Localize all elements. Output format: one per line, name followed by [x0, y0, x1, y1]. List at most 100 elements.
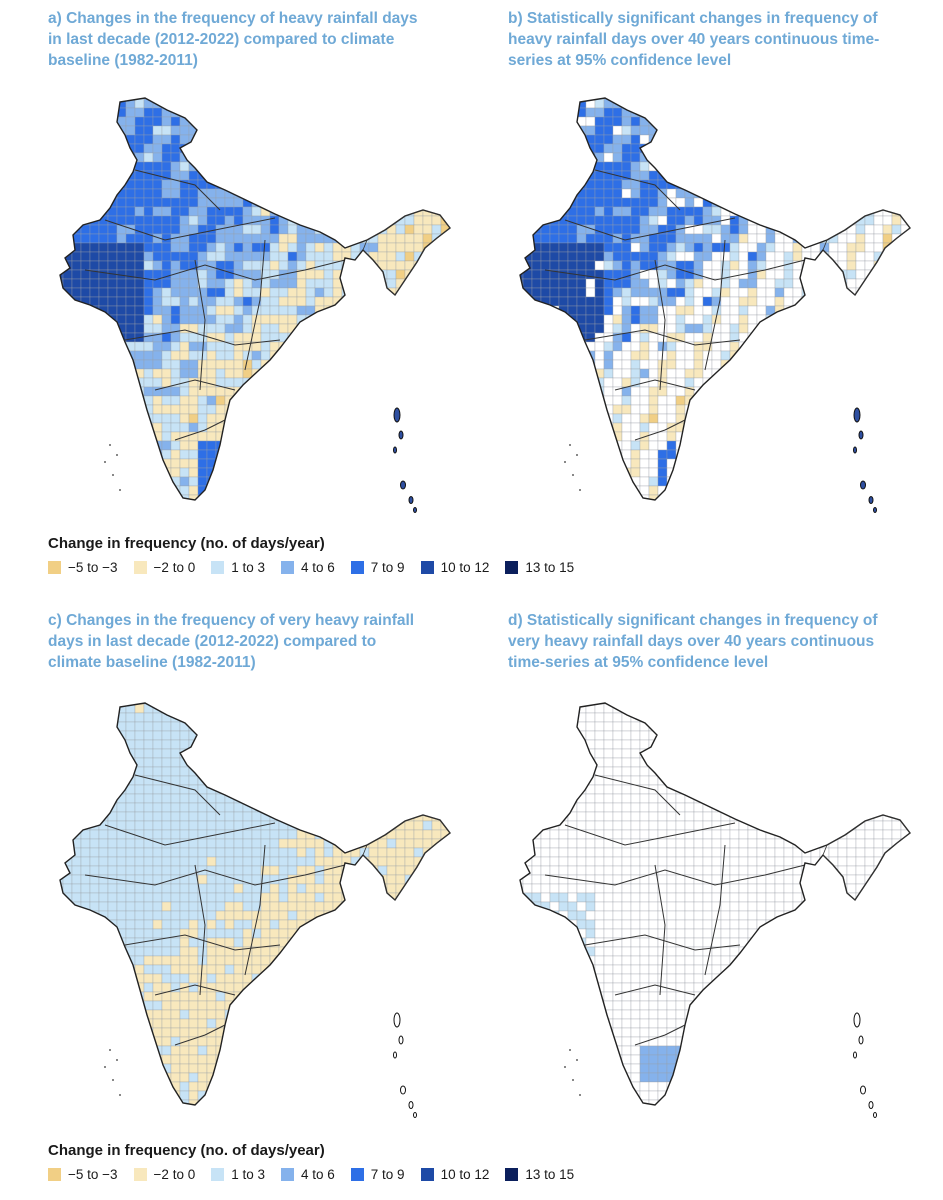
- district-cell: [60, 206, 64, 217]
- district-cell: [278, 413, 289, 424]
- district-cell: [242, 134, 253, 145]
- district-cell: [505, 252, 514, 261]
- district-cell: [459, 351, 465, 360]
- district-cell: [350, 757, 361, 768]
- district-cell: [179, 98, 190, 100]
- district-cell: [666, 161, 677, 172]
- district-cell: [351, 504, 360, 513]
- district-cell: [233, 98, 244, 100]
- district-cell: [558, 386, 569, 397]
- district-cell: [368, 134, 379, 145]
- district-cell: [585, 305, 596, 316]
- district-cell: [792, 134, 803, 145]
- district-cell: [819, 323, 830, 334]
- district-cell: [60, 766, 64, 777]
- district-cell: [549, 287, 560, 298]
- district-cell: [287, 287, 298, 298]
- island: [393, 407, 401, 423]
- district-cell: [738, 224, 749, 235]
- district-cell: [702, 224, 713, 235]
- district-cell: [693, 251, 704, 262]
- district-cell: [251, 305, 262, 316]
- district-cell: [882, 125, 893, 136]
- district-cell: [874, 513, 883, 520]
- district-cell: [278, 305, 289, 316]
- district-cell: [215, 125, 226, 136]
- district-cell: [215, 476, 226, 487]
- district-cell: [71, 107, 82, 118]
- district-cell: [449, 458, 450, 469]
- district-cell: [828, 395, 839, 406]
- district-cell: [864, 143, 875, 154]
- district-cell: [558, 287, 569, 298]
- district-cell: [386, 721, 397, 732]
- district-cell: [431, 242, 442, 253]
- district-cell: [170, 197, 181, 208]
- district-cell: [269, 766, 280, 777]
- district-cell: [116, 431, 127, 442]
- district-cell: [657, 197, 668, 208]
- district-cell: [71, 721, 82, 732]
- district-cell: [622, 513, 631, 520]
- district-cell: [71, 305, 82, 316]
- district-cell: [404, 413, 415, 424]
- district-cell: [98, 197, 109, 208]
- district-cell: [810, 323, 821, 334]
- state-border: [154, 379, 236, 391]
- district-cell: [98, 287, 109, 298]
- district-cell: [242, 757, 253, 768]
- district-cell: [179, 413, 190, 424]
- district-cell: [594, 422, 605, 433]
- district-cell: [134, 721, 145, 732]
- district-cell: [882, 98, 893, 100]
- district-cell: [540, 143, 551, 154]
- district-cell: [522, 197, 533, 208]
- district-cell: [296, 197, 307, 208]
- district-cell: [242, 251, 253, 262]
- district-cell: [603, 287, 614, 298]
- district-cell: [621, 215, 632, 226]
- district-cell: [395, 757, 406, 768]
- district-cell: [449, 287, 450, 298]
- district-cell: [612, 314, 623, 325]
- district-cell: [855, 296, 866, 307]
- district-cell: [188, 206, 199, 217]
- district-cell: [549, 404, 560, 415]
- district-cell: [269, 431, 280, 442]
- district-cell: [260, 107, 271, 118]
- district-cell: [233, 305, 244, 316]
- district-cell: [251, 134, 262, 145]
- district-cell: [287, 278, 298, 289]
- district-cell: [116, 386, 127, 397]
- district-cell: [531, 224, 542, 235]
- district-cell: [729, 494, 740, 500]
- district-cell: [693, 98, 704, 109]
- district-cell: [60, 350, 64, 361]
- district-cell: [341, 449, 352, 460]
- district-cell: [89, 404, 100, 415]
- district-cell: [422, 368, 433, 379]
- district-cell: [188, 170, 199, 181]
- district-cell: [702, 449, 713, 460]
- district-cell: [386, 368, 397, 379]
- district-cell: [377, 485, 388, 496]
- district-cell: [603, 494, 614, 500]
- district-cell: [901, 504, 910, 513]
- district-cell: [377, 739, 388, 750]
- district-cell: [350, 359, 361, 370]
- district-cell: [368, 422, 379, 433]
- district-cell: [368, 224, 379, 235]
- district-cell: [107, 748, 118, 759]
- district-cell: [45, 722, 54, 731]
- district-cell: [684, 170, 695, 181]
- district-cell: [80, 107, 91, 118]
- district-cell: [152, 125, 163, 136]
- district-cell: [540, 485, 551, 496]
- district-cell: [729, 305, 740, 316]
- district-cell: [756, 116, 767, 127]
- district-cell: [251, 107, 262, 118]
- district-cell: [368, 431, 379, 442]
- district-cell: [71, 161, 82, 172]
- district-cell: [98, 458, 109, 469]
- district-cell: [216, 513, 225, 520]
